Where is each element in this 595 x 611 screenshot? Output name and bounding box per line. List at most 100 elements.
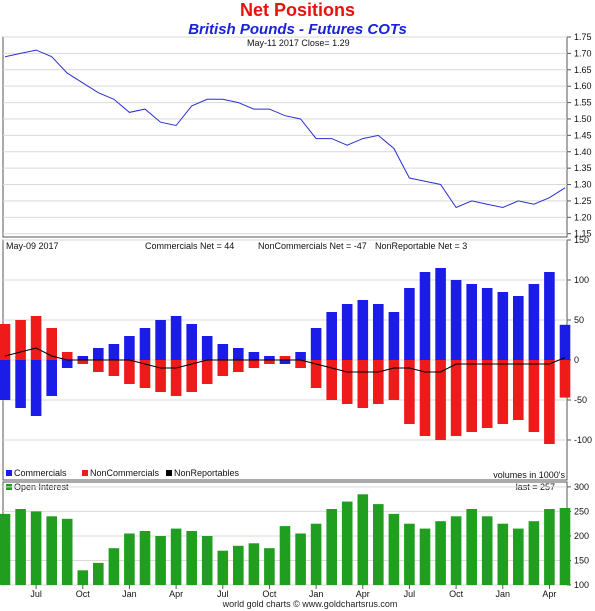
oi-y-tick-label: 150 — [574, 555, 589, 565]
net-legend: Commercials NonCommercials NonReportable… — [6, 468, 240, 478]
open-interest-bar — [326, 509, 337, 585]
open-interest-bar — [373, 504, 384, 585]
price-y-tick-label: 1.60 — [574, 81, 592, 91]
price-y-tick-label: 1.55 — [574, 98, 592, 108]
x-tick-label: Jan — [496, 589, 511, 599]
commercials-bar — [77, 356, 89, 360]
commercials-bar — [341, 304, 353, 360]
commercials-bar — [544, 272, 555, 360]
open-interest-bar — [466, 509, 477, 585]
commercials-bar — [295, 352, 306, 360]
nonreportables-line — [4, 347, 566, 373]
commercials-bar — [15, 360, 26, 408]
open-interest-bar — [388, 513, 400, 585]
chart-title: Net Positions — [239, 0, 355, 20]
price-y-tick-label: 1.30 — [574, 180, 592, 190]
commercials-bar — [170, 316, 182, 360]
commercials-bar — [93, 348, 104, 360]
noncommercials-bar — [310, 360, 322, 388]
commercials-bar — [528, 284, 540, 360]
price-y-tick-label: 1.75 — [574, 32, 592, 42]
noncommercials-bar — [466, 360, 477, 432]
price-y-tick-label: 1.50 — [574, 114, 592, 124]
open-interest-bar — [435, 521, 446, 585]
price-y-tick-label: 1.45 — [574, 130, 592, 140]
price-line — [4, 49, 566, 209]
open-interest-bar — [108, 548, 120, 585]
legend-label-nonreportables: NonReportables — [174, 468, 240, 478]
noncommercials-bar — [155, 360, 166, 392]
commercials-bar — [513, 296, 524, 360]
open-interest-bar — [139, 531, 151, 585]
net-y-tick-label: -100 — [574, 435, 592, 445]
commercials-bar — [30, 360, 42, 416]
net-position-bars — [0, 268, 571, 444]
x-tick-label: Apr — [542, 589, 556, 599]
open-interest-bar — [186, 531, 197, 585]
open-interest-bar — [513, 528, 524, 585]
commercials-bar — [497, 292, 509, 360]
noncommercials-bar — [30, 316, 42, 360]
price-y-tick-label: 1.25 — [574, 196, 592, 206]
noncommercials-bar — [139, 360, 151, 388]
price-panel: May-11 2017 Close= 1.29 1.15 1.20 1.25 1.30… — [2, 32, 592, 239]
net-panel-date: May-09 2017 — [6, 241, 59, 251]
x-tick-label: Jul — [404, 589, 416, 599]
open-interest-bar — [404, 523, 415, 585]
commercials-bar — [419, 272, 431, 360]
open-interest-bar — [217, 550, 229, 585]
price-gridlines — [3, 36, 567, 235]
x-tick-label: Oct — [76, 589, 91, 599]
legend-label-noncommercials: NonCommercials — [90, 468, 160, 478]
open-interest-bar — [233, 545, 244, 585]
commercials-bar — [124, 336, 135, 360]
noncommercials-bar — [217, 360, 229, 376]
noncommercials-bar — [404, 360, 415, 424]
commercials-bar — [466, 284, 477, 360]
net-y-tick-label: 50 — [574, 315, 584, 325]
open-interest-bar — [155, 536, 166, 585]
volumes-note: volumes in 1000's — [493, 470, 565, 480]
oi-y-tick-label: 100 — [574, 580, 589, 590]
x-tick-label: Jan — [309, 589, 324, 599]
commercials-bar — [0, 360, 11, 400]
price-panel-label: May-11 2017 Close= 1.29 — [247, 38, 350, 48]
open-interest-bar — [310, 523, 322, 585]
oi-y-tick-label: 200 — [574, 531, 589, 541]
footer-credit: world gold charts © www.goldchartsrus.co… — [222, 599, 398, 609]
noncommercials-bar — [15, 320, 26, 360]
price-y-tick-label: 1.35 — [574, 163, 592, 173]
commercials-bar — [186, 324, 197, 360]
chart-subtitle: British Pounds - Futures COTs — [188, 21, 407, 38]
commercials-bar — [61, 360, 73, 368]
noncommercials-bar — [450, 360, 462, 436]
noncommercials-bar — [497, 360, 509, 424]
noncommercials-bar — [559, 360, 571, 398]
commercials-bar — [450, 280, 462, 360]
oi-y-axis: 100 150 200 250 300 — [567, 482, 589, 590]
noncommercials-bar — [170, 360, 182, 396]
open-interest-bar — [61, 518, 73, 585]
commercials-bar — [264, 356, 275, 360]
noncommercials-bar — [326, 360, 337, 400]
noncommercials-bar — [373, 360, 384, 404]
noncommercials-net-annotation: NonCommercials Net = -47 — [258, 241, 367, 251]
noncommercials-bar — [341, 360, 353, 404]
noncommercials-bar — [0, 324, 11, 360]
open-interest-bar — [450, 516, 462, 585]
noncommercials-bar — [544, 360, 555, 444]
x-tick-label: Jul — [217, 589, 229, 599]
open-interest-bar — [0, 513, 11, 585]
commercials-bar — [357, 300, 369, 360]
price-y-tick-label: 1.15 — [574, 229, 592, 239]
open-interest-bar — [357, 494, 369, 585]
open-interest-bar — [93, 562, 104, 585]
x-tick-label: Oct — [449, 589, 464, 599]
net-y-tick-label: 0 — [574, 355, 579, 365]
open-interest-bars — [0, 494, 571, 585]
legend-swatch-commercials — [6, 470, 12, 476]
nonreportable-net-annotation: NonReportable Net = 3 — [375, 241, 467, 251]
commercials-bar — [201, 336, 213, 360]
